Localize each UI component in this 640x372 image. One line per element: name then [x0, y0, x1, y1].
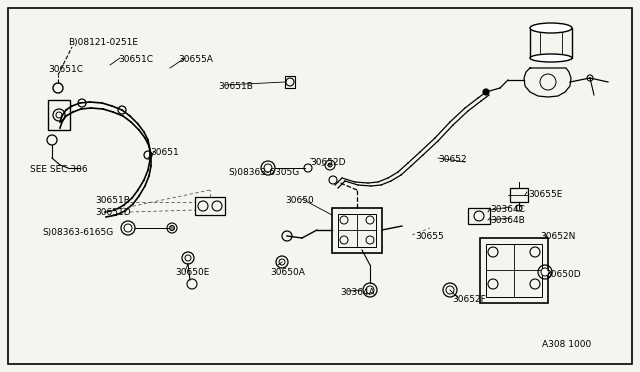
Text: 30652D: 30652D [310, 158, 346, 167]
Circle shape [541, 268, 549, 276]
Bar [338, 214, 376, 247]
Text: SEE SEC.306: SEE SEC.306 [30, 165, 88, 174]
Bar [480, 238, 548, 303]
Bar [285, 76, 295, 88]
Text: 30650D: 30650D [545, 270, 580, 279]
Text: 30651B: 30651B [95, 196, 130, 205]
Text: 30651: 30651 [150, 148, 179, 157]
Text: 30364B: 30364B [490, 216, 525, 225]
Text: 30652: 30652 [438, 155, 467, 164]
Text: 30652N: 30652N [540, 232, 575, 241]
Circle shape [170, 225, 175, 231]
Bar [510, 188, 528, 202]
Text: 30655A: 30655A [178, 55, 213, 64]
Text: 30650E: 30650E [175, 268, 209, 277]
Text: 30652F: 30652F [452, 295, 486, 304]
Bar [468, 208, 490, 224]
Bar [530, 28, 572, 58]
Text: S)08363-6305G: S)08363-6305G [228, 168, 300, 177]
Bar [332, 208, 382, 253]
Text: 30364C: 30364C [490, 205, 525, 214]
Text: A308 1000: A308 1000 [542, 340, 591, 349]
Text: 30650A: 30650A [270, 268, 305, 277]
Text: 30651D: 30651D [95, 208, 131, 217]
Ellipse shape [530, 54, 572, 62]
Text: 30655E: 30655E [528, 190, 563, 199]
Bar [195, 197, 225, 215]
Text: 30651B: 30651B [218, 82, 253, 91]
Text: 30651C: 30651C [118, 55, 153, 64]
Text: 30364A: 30364A [340, 288, 375, 297]
Text: B)08121-0251E: B)08121-0251E [68, 38, 138, 47]
Text: 30650: 30650 [285, 196, 314, 205]
Ellipse shape [530, 23, 572, 33]
Text: S)08363-6165G: S)08363-6165G [42, 228, 113, 237]
Circle shape [328, 163, 332, 167]
Bar [48, 100, 70, 130]
Circle shape [483, 89, 489, 95]
Bar [486, 244, 542, 297]
Text: 30651C: 30651C [48, 65, 83, 74]
Text: 30655: 30655 [415, 232, 444, 241]
